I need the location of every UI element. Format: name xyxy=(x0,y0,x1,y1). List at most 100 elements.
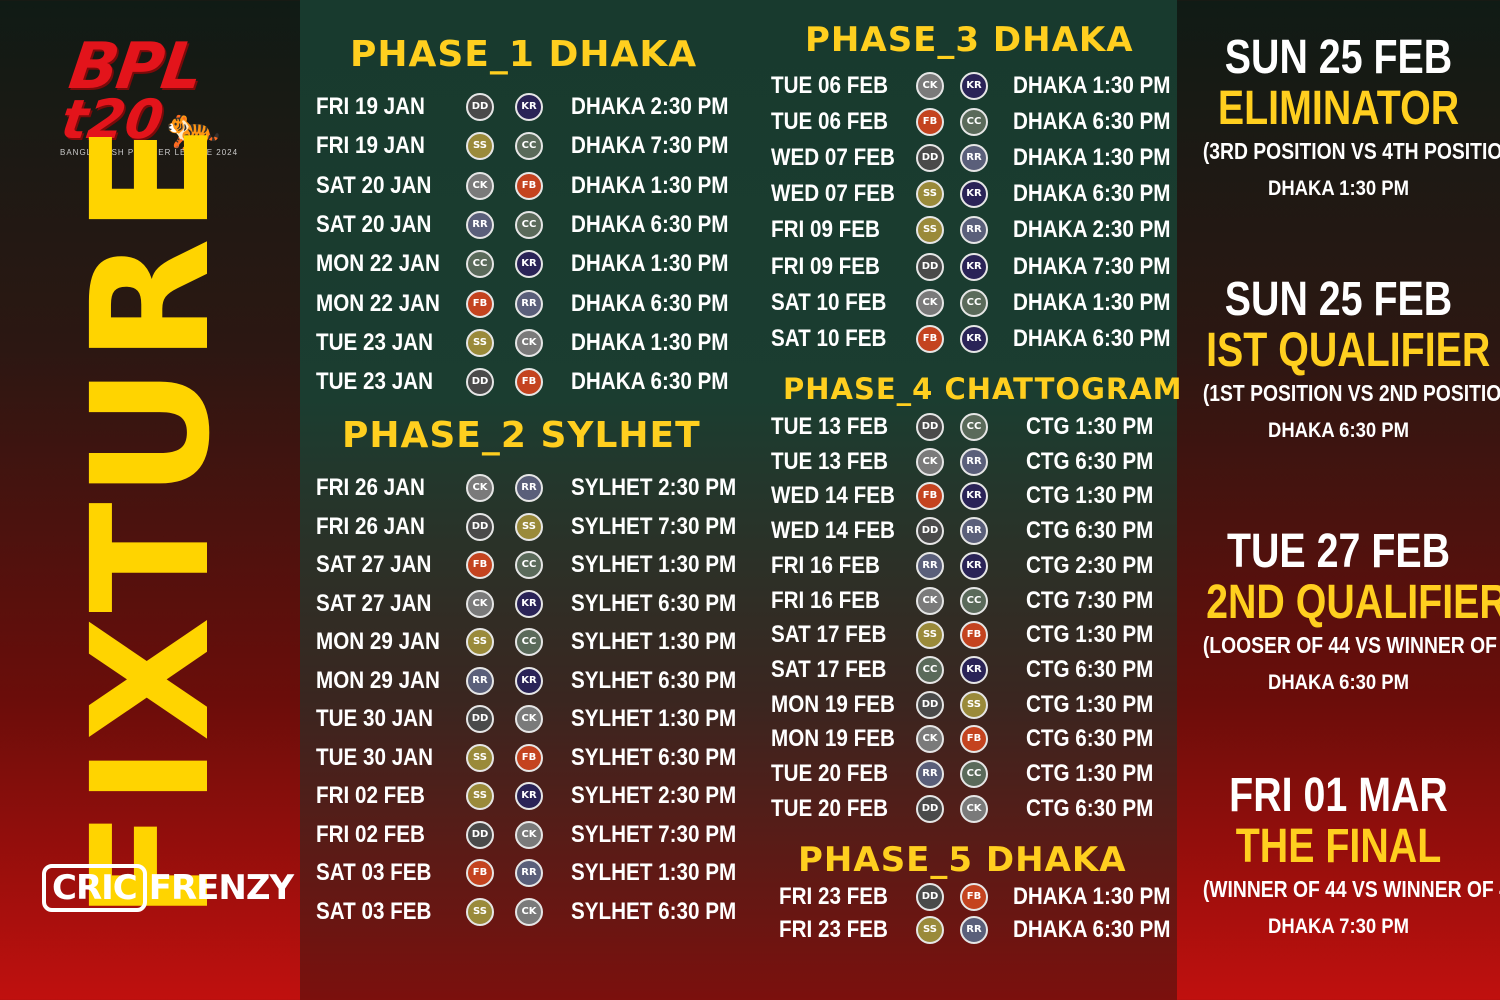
team-badge-icon: CK xyxy=(466,474,494,502)
team-badge-icon: KR xyxy=(515,589,543,618)
match-row: FRI 23 FEB SS RR DHAKA 6:30 PM xyxy=(300,913,1177,947)
match-row: FRI 23 FEB DD FB DHAKA 1:30 PM xyxy=(300,880,1177,914)
match-venue-time: DHAKA 6:30 PM xyxy=(1013,916,1171,943)
team-badge-icon: CC xyxy=(960,288,988,317)
match-date: FRI 23 FEB xyxy=(779,916,888,943)
match-row: TUE 20 FEB RR CC CTG 1:30 PM xyxy=(300,757,1177,791)
team-badge-icon: DD xyxy=(916,794,944,823)
match-date: SAT 17 FEB xyxy=(771,621,887,649)
playoff-time: DHAKA 1:30 PM xyxy=(1267,177,1410,200)
team-badge-icon: CC xyxy=(960,586,988,615)
match-date: FRI 26 JAN xyxy=(316,474,425,501)
match-row: SAT 10 FEB CK CC DHAKA 1:30 PM xyxy=(300,286,1177,320)
left-panel: BPL t20 🐅 BANGLADESH PREMIER LEAGUE 2024… xyxy=(0,0,300,1000)
team-badge-icon: RR xyxy=(960,517,988,546)
match-row: FRI 16 FEB CK CC CTG 7:30 PM xyxy=(300,584,1177,618)
phase-title: PHASE_5 DHAKA xyxy=(798,840,1127,880)
match-date: WED 07 FEB xyxy=(771,180,895,208)
match-venue-time: SYLHET 1:30 PM xyxy=(571,705,737,732)
team-badge-icon: CC xyxy=(515,210,543,239)
team-badge-icon: FB xyxy=(515,171,543,200)
match-venue-time: DHAKA 1:30 PM xyxy=(1013,144,1171,172)
team-badge-icon: CK xyxy=(466,589,494,618)
match-date: FRI 16 FEB xyxy=(771,586,880,614)
match-venue-time: CTG 1:30 PM xyxy=(1026,621,1154,649)
match-venue-time: SYLHET 1:30 PM xyxy=(571,859,737,886)
team-badge-icon: SS xyxy=(916,180,944,209)
team-badge-icon: SS xyxy=(466,782,494,810)
match-venue-time: DHAKA 1:30 PM xyxy=(1013,883,1171,910)
fixture-title: FIXTURE xyxy=(58,119,246,921)
brand-part2: FRENZY xyxy=(148,868,294,908)
match-date: TUE 06 FEB xyxy=(771,108,888,136)
match-row: SAT 27 JAN FB CC SYLHET 1:30 PM xyxy=(300,548,1177,582)
match-row: MON 19 FEB DD SS CTG 1:30 PM xyxy=(300,688,1177,722)
phase-title: PHASE_3 DHAKA xyxy=(805,20,1134,60)
phase-title: PHASE_4 CHATTOGRAM xyxy=(783,372,1183,406)
match-date: MON 22 JAN xyxy=(316,250,440,278)
match-date: SAT 03 FEB xyxy=(316,897,432,925)
team-badge-icon: RR xyxy=(515,289,543,318)
match-date: FRI 19 JAN xyxy=(316,93,425,120)
team-badge-icon: CK xyxy=(916,72,944,100)
team-badge-icon: SS xyxy=(466,328,494,357)
match-venue-time: DHAKA 6:30 PM xyxy=(1013,324,1171,352)
team-badge-icon: CC xyxy=(466,250,494,279)
team-badge-icon: SS xyxy=(916,216,944,245)
match-row: MON 29 JAN SS CC SYLHET 1:30 PM xyxy=(300,625,1177,659)
match-row: SAT 17 FEB CC KR CTG 6:30 PM xyxy=(300,653,1177,687)
playoff-date: SUN 25 FEB xyxy=(1224,31,1453,84)
match-venue-time: DHAKA 6:30 PM xyxy=(571,210,729,238)
playoff-block: TUE 27 FEB 2ND QUALIFIER (LOOSER OF 44 VS … xyxy=(1177,524,1500,695)
match-row: SAT 03 FEB SS CK SYLHET 6:30 PM xyxy=(300,895,1177,929)
match-row: MON 22 JAN CC KR DHAKA 1:30 PM xyxy=(300,247,1177,281)
match-row: FRI 19 JAN DD KR DHAKA 2:30 PM xyxy=(300,90,1177,124)
match-row: WED 07 FEB SS KR DHAKA 6:30 PM xyxy=(300,177,1177,211)
team-badge-icon: CK xyxy=(515,705,543,733)
team-badge-icon: CK xyxy=(916,447,944,476)
match-venue-time: CTG 2:30 PM xyxy=(1026,551,1154,579)
match-row: FRI 02 FEB SS KR SYLHET 2:30 PM xyxy=(300,779,1177,813)
team-badge-icon: RR xyxy=(916,551,944,580)
match-venue-time: SYLHET 6:30 PM xyxy=(571,589,737,617)
playoff-time: DHAKA 6:30 PM xyxy=(1267,671,1410,694)
team-badge-icon: FB xyxy=(916,108,944,137)
match-row: WED 14 FEB DD RR CTG 6:30 PM xyxy=(300,514,1177,548)
match-venue-time: CTG 6:30 PM xyxy=(1026,447,1154,475)
team-badge-icon: RR xyxy=(916,760,944,788)
match-date: SAT 20 JAN xyxy=(316,210,432,238)
match-venue-time: DHAKA 6:30 PM xyxy=(571,289,729,317)
match-date: MON 29 JAN xyxy=(316,666,440,694)
match-date: TUE 06 FEB xyxy=(771,72,888,99)
team-badge-icon: CC xyxy=(916,655,944,684)
team-badge-icon: KR xyxy=(960,252,988,281)
match-date: FRI 02 FEB xyxy=(316,782,425,809)
match-venue-time: SYLHET 6:30 PM xyxy=(571,743,737,771)
match-date: MON 19 FEB xyxy=(771,725,895,753)
team-badge-icon: CC xyxy=(960,108,988,137)
team-badge-icon: KR xyxy=(960,655,988,684)
match-date: MON 22 JAN xyxy=(316,289,440,317)
match-date: FRI 02 FEB xyxy=(316,820,425,848)
match-venue-time: CTG 1:30 PM xyxy=(1026,413,1154,440)
match-row: SAT 03 FEB FB RR SYLHET 1:30 PM xyxy=(300,856,1177,890)
team-badge-icon: CK xyxy=(515,897,543,926)
match-venue-time: SYLHET 7:30 PM xyxy=(571,512,737,540)
playoff-block: SUN 25 FEB ELIMINATOR (3RD POSITION VS 4TH… xyxy=(1177,30,1500,201)
match-venue-time: DHAKA 2:30 PM xyxy=(1013,216,1171,244)
playoff-date: SUN 25 FEB xyxy=(1224,273,1453,326)
match-venue-time: DHAKA 2:30 PM xyxy=(571,93,729,120)
bpl-t20-logo: BPL t20 🐅 BANGLADESH PREMIER LEAGUE 2024 xyxy=(58,30,248,165)
match-date: MON 29 JAN xyxy=(316,628,440,655)
team-badge-icon: DD xyxy=(916,252,944,281)
team-badge-icon: RR xyxy=(960,216,988,245)
phase-title: PHASE_1 DHAKA xyxy=(350,34,698,75)
match-date: TUE 30 JAN xyxy=(316,705,434,732)
match-row: TUE 20 FEB DD CK CTG 6:30 PM xyxy=(300,792,1177,826)
playoff-date: TUE 27 FEB xyxy=(1226,525,1451,578)
match-date: FRI 26 JAN xyxy=(316,512,425,540)
brand-part1: CRIC xyxy=(42,864,147,912)
match-row: FRI 02 FEB DD CK SYLHET 7:30 PM xyxy=(300,818,1177,852)
match-venue-time: SYLHET 7:30 PM xyxy=(571,820,737,848)
match-row: MON 19 FEB CK FB CTG 6:30 PM xyxy=(300,722,1177,756)
